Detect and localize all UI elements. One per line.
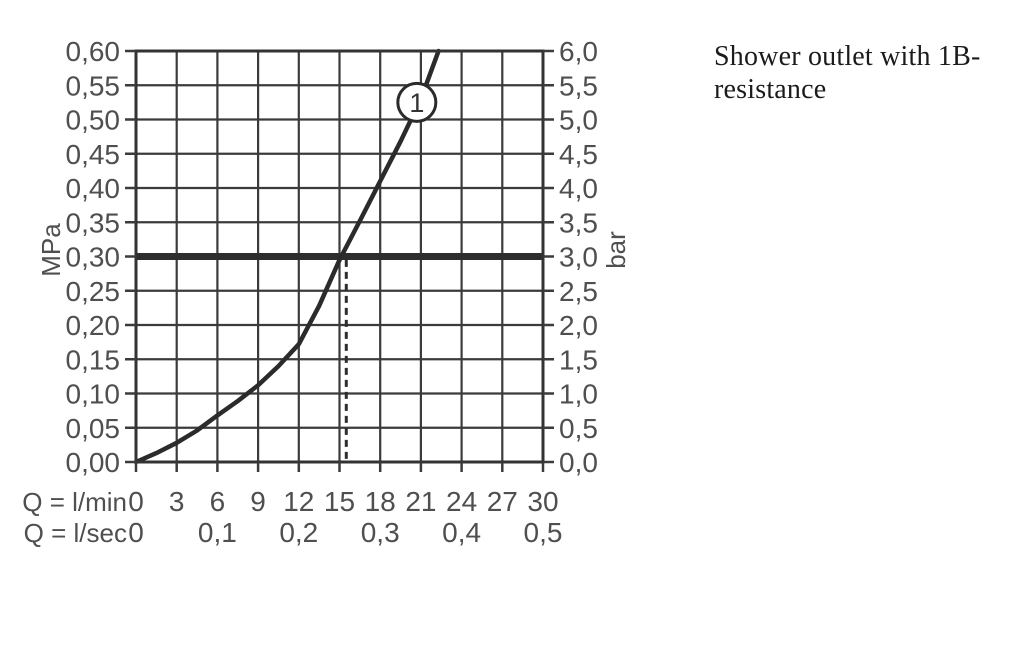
x-axis-lmin-tick-label: 12 (283, 486, 314, 517)
right-axis-tick-label: 3,5 (559, 207, 598, 238)
left-axis-tick-label: 0,15 (66, 344, 121, 375)
left-axis-unit-label: MPa (36, 223, 66, 277)
right-axis-tick-label: 4,5 (559, 139, 598, 170)
right-axis-tick-label: 2,0 (559, 310, 598, 341)
right-axis-tick-label: 2,5 (559, 276, 598, 307)
curve-marker-circle (396, 81, 438, 123)
right-axis-tick-label: 4,0 (559, 173, 598, 204)
left-axis-tick-label: 0,30 (66, 242, 121, 273)
left-axis-tick-label: 0,40 (66, 173, 121, 204)
curve-marker-number: 1 (409, 88, 424, 118)
x-axis-lmin-tick-label: 30 (527, 486, 558, 517)
right-axis-tick-label: 6,0 (559, 36, 598, 67)
right-axis-tick-label: 5,0 (559, 105, 598, 136)
x-axis-lmin-tick-label: 0 (128, 486, 144, 517)
x-axis-lmin-tick-label: 27 (487, 486, 518, 517)
note-line-1: Shower outlet with 1B- (714, 41, 981, 72)
left-axis-tick-label: 0,45 (66, 139, 121, 170)
right-axis-tick-label: 0,5 (559, 413, 598, 444)
x-axis-lmin-tick-label: 21 (405, 486, 436, 517)
x-axis-lmin-tick-label: 9 (250, 486, 266, 517)
note-text: Shower outlet with 1B- resistance (714, 40, 994, 106)
left-axis-tick-label: 0,20 (66, 310, 121, 341)
x-axis-lmin-tick-label: 18 (365, 486, 396, 517)
x-axis-lsec-tick-label: 0,3 (361, 517, 400, 548)
x-axis-lsec-tick-label: 0,5 (524, 517, 563, 548)
x-axis-lmin-tick-label: 6 (210, 486, 226, 517)
right-axis-tick-label: 5,5 (559, 70, 598, 101)
left-axis-tick-label: 0,50 (66, 105, 121, 136)
x-axis-lsec-tick-label: 0 (128, 517, 144, 548)
left-axis-tick-label: 0,60 (66, 36, 121, 67)
x-axis-lmin-tick-label: 15 (324, 486, 355, 517)
x-axis-lsec-tick-label: 0,1 (198, 517, 237, 548)
note-line-2: resistance (714, 74, 827, 105)
left-axis-tick-label: 0,25 (66, 276, 121, 307)
x-axis-lmin-tick-label: 3 (169, 486, 185, 517)
left-axis-tick-label: 0,35 (66, 207, 121, 238)
left-axis-tick-label: 0,05 (66, 413, 121, 444)
x-axis-lmin-label: Q = l/min (22, 487, 127, 517)
x-axis-lmin-tick-label: 24 (446, 486, 477, 517)
x-axis-lsec-label: Q = l/sec (24, 518, 127, 548)
right-axis-tick-label: 3,0 (559, 242, 598, 273)
left-axis-tick-label: 0,10 (66, 379, 121, 410)
right-axis-tick-label: 1,5 (559, 344, 598, 375)
flow-curve (133, 48, 441, 465)
x-axis-lsec-tick-label: 0,4 (442, 517, 481, 548)
right-axis-tick-label: 0,0 (559, 447, 598, 478)
x-axis-lsec-tick-label: 0,2 (279, 517, 318, 548)
left-axis-tick-label: 0,00 (66, 447, 121, 478)
right-axis-tick-label: 1,0 (559, 379, 598, 410)
left-axis-tick-label: 0,55 (66, 70, 121, 101)
right-axis-unit-label: bar (601, 231, 631, 269)
